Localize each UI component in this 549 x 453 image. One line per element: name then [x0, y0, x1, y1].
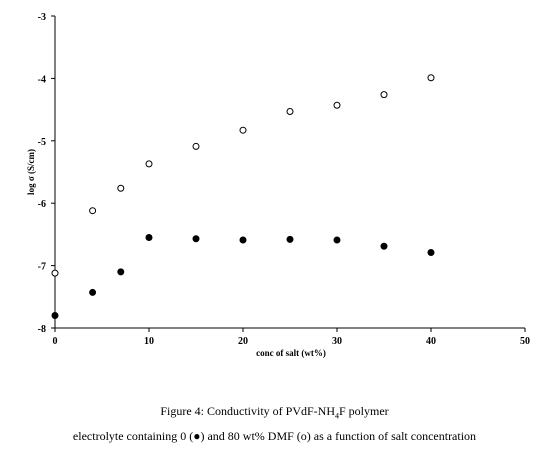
y-tick-label: -4	[38, 74, 46, 85]
caption-prefix: Figure 4: Conductivity of PVdF-NH	[160, 404, 335, 418]
y-tick-label: -5	[38, 137, 46, 148]
x-axis-label: conc of salt (wt%)	[256, 348, 326, 358]
data-point-open	[145, 160, 153, 168]
data-point-open	[427, 74, 435, 82]
data-point-filled	[286, 235, 294, 243]
caption-suffix: F polymer	[339, 404, 389, 418]
data-point-filled	[192, 235, 200, 243]
data-point-filled	[117, 268, 125, 276]
data-point-open	[286, 107, 294, 115]
data-point-open	[117, 184, 125, 192]
y-tick-label: -8	[38, 324, 46, 335]
y-tick-label: -3	[38, 12, 46, 23]
y-axis-label: log σ (S/cm)	[26, 149, 36, 195]
x-tick-label: 30	[332, 336, 342, 347]
data-point-filled	[333, 236, 341, 244]
y-tick-label: -7	[38, 262, 46, 273]
data-point-open	[192, 142, 200, 150]
x-tick-label: 20	[238, 336, 248, 347]
data-points	[51, 74, 435, 320]
y-tick-label: -6	[38, 199, 46, 210]
figure-caption-line2: electrolyte containing 0 (●) and 80 wt% …	[72, 429, 477, 443]
data-point-filled	[427, 248, 435, 256]
x-tick-label: 0	[53, 336, 58, 347]
conductivity-chart: 0 10 20 30 40 50 -3 -4 -5 -6 -7 -8 conc of salt (wt…	[26, 12, 530, 358]
data-point-open	[239, 126, 247, 134]
x-tick-label: 50	[520, 336, 530, 347]
data-point-open	[89, 207, 97, 215]
x-tick-label: 40	[426, 336, 436, 347]
axes	[54, 16, 525, 329]
data-point-open	[380, 91, 388, 99]
x-tick-label: 10	[144, 336, 154, 347]
data-point-filled	[51, 312, 59, 320]
figure-caption-line1: Figure 4: Conductivity of PVdF-NH4F poly…	[0, 404, 549, 420]
caption-subscript: 4	[335, 411, 339, 421]
data-point-open	[333, 101, 341, 109]
data-point-filled	[145, 234, 153, 242]
data-point-open	[51, 269, 59, 277]
data-point-filled	[89, 288, 97, 296]
ticks: 0 10 20 30 40 50 -3 -4 -5 -6 -7 -8	[38, 12, 530, 347]
data-point-filled	[239, 236, 247, 244]
data-point-filled	[380, 242, 388, 250]
